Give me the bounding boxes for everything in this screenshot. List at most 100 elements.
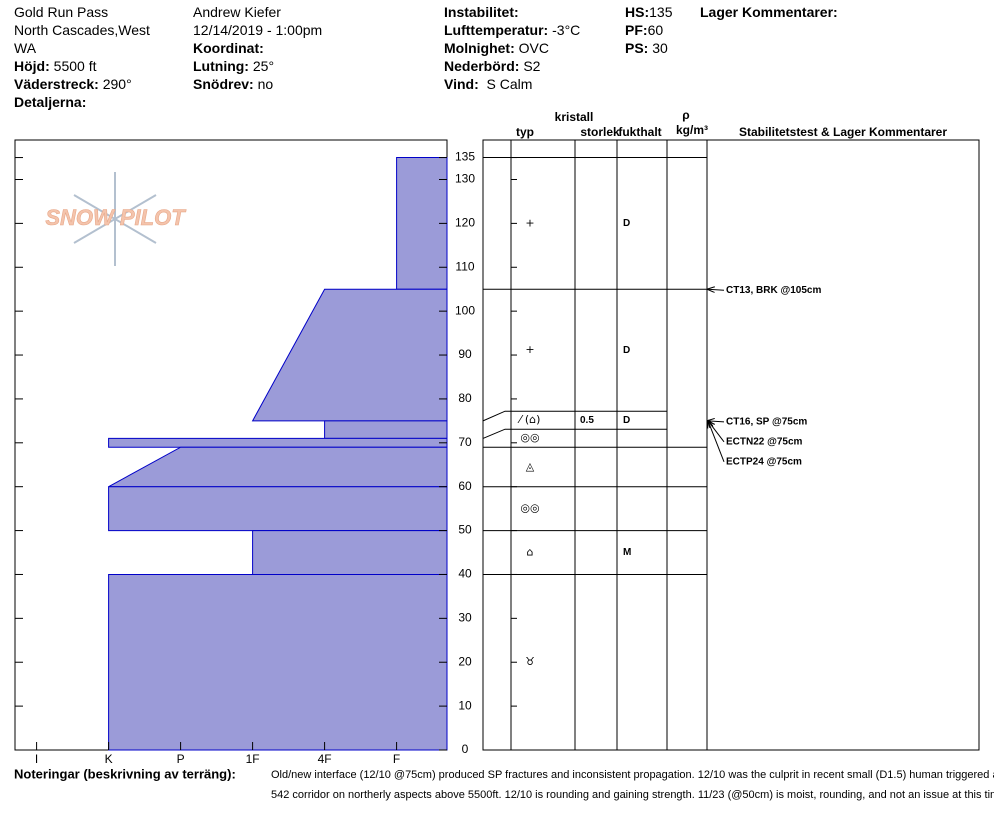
field-label: Vind: — [444, 76, 479, 92]
field-value: 30 — [652, 40, 668, 56]
field-value: 290° — [102, 76, 132, 92]
col-header: typ — [516, 125, 534, 139]
field: Koordinat: — [193, 39, 264, 57]
field-label: Koordinat: — [193, 40, 264, 56]
col-header: kg/m³ — [676, 123, 708, 137]
grain-type: ♉ — [525, 655, 535, 668]
field-label: Instabilitet: — [444, 4, 519, 20]
notes-line: Old/new interface (12/10 @75cm) produced… — [271, 769, 994, 781]
hardness-layer — [251, 288, 448, 422]
col-header: storlek — [580, 125, 620, 139]
x-tick-label: 4F — [318, 752, 332, 766]
y-tick-label: 110 — [455, 259, 474, 273]
hardness-layer — [108, 437, 448, 448]
observer: Andrew Kiefer — [193, 4, 281, 20]
hardness-layer — [252, 530, 448, 575]
field-value: 135 — [649, 4, 673, 20]
y-tick-label: 130 — [455, 172, 475, 186]
y-tick-label: 80 — [458, 391, 472, 405]
field: Snödrev: no — [193, 75, 273, 93]
y-tick-label: 90 — [458, 347, 472, 361]
y-tick-label: 60 — [458, 479, 472, 493]
moisture: D — [623, 345, 630, 356]
layer-comments-label: Lager Kommentarer: — [700, 4, 838, 20]
field-value: OVC — [518, 40, 549, 56]
field-label: Molnighet: — [444, 40, 515, 56]
test-label: CT16, SP @75cm — [726, 417, 807, 428]
y-tick-label: 135 — [455, 150, 475, 164]
field-value: S Calm — [486, 76, 533, 92]
table-columns — [510, 140, 708, 750]
field-label: Detaljerna: — [14, 94, 87, 110]
field: Lutning: 25° — [193, 57, 274, 75]
grain-type: + — [525, 216, 534, 229]
field-label: Lutning: — [193, 58, 249, 74]
field: Väderstreck: 290° — [14, 75, 132, 93]
field-label: Nederbörd: — [444, 58, 520, 74]
test-label: ECTP24 @75cm — [726, 457, 802, 468]
x-tick-label: K — [105, 752, 113, 766]
y-tick-label: 50 — [458, 523, 472, 537]
field-label: Höjd: — [14, 58, 50, 74]
test-arrow — [708, 289, 725, 290]
y-tick-label: 100 — [455, 303, 475, 317]
test-label: CT13, BRK @105cm — [726, 285, 821, 296]
test-label: ECTN22 @75cm — [726, 437, 803, 448]
grain-type: + — [525, 343, 534, 356]
field-label: PS: — [625, 40, 649, 56]
logo-text: SNOW PILOT — [45, 205, 186, 230]
field: Nederbörd: S2 — [444, 57, 540, 75]
layer-boundary — [482, 428, 667, 439]
field: Instabilitet: — [444, 3, 519, 21]
field: Höjd: 5500 ft — [14, 57, 96, 75]
hardness-layer — [108, 446, 448, 488]
layer-boundary — [482, 410, 667, 422]
hardness-layer — [324, 420, 448, 439]
col-header: fukthalt — [618, 125, 661, 139]
col-header: ρ — [682, 108, 689, 122]
field-value: 5500 ft — [53, 58, 97, 74]
grain-type: ◎◎ — [520, 502, 539, 515]
x-tick-label: P — [177, 752, 185, 766]
field: HS:135 — [625, 3, 672, 21]
region: North Cascades,West WA — [14, 22, 150, 56]
field-label: Snödrev: — [193, 76, 254, 92]
datetime: 12/14/2019 - 1:00pm — [193, 22, 323, 38]
field: Molnighet: OVC — [444, 39, 549, 57]
grain-type: ◬ — [526, 460, 535, 473]
test-arrow — [708, 421, 725, 463]
field-value: no — [257, 76, 274, 92]
col-header: kristall — [555, 110, 594, 124]
grain-type: ⌂ — [527, 546, 534, 559]
moisture: M — [623, 547, 631, 558]
field-label: HS: — [625, 4, 650, 20]
x-tick-label: 1F — [246, 752, 260, 766]
grain-type: ◎◎ — [520, 431, 539, 444]
y-tick-label: 0 — [462, 742, 469, 756]
field: PF:60 — [625, 21, 663, 39]
y-tick-label: 20 — [458, 654, 472, 668]
x-tick-label: I — [35, 752, 38, 766]
test-arrow — [708, 421, 725, 422]
field-value: S2 — [523, 58, 541, 74]
field: Detaljerna: — [14, 93, 86, 111]
y-tick-label: 30 — [458, 611, 472, 625]
layer-table-frame — [482, 139, 980, 751]
notes-line: 542 corridor on northerly aspects above … — [271, 789, 994, 801]
field: Lufttemperatur: -3°C — [444, 21, 580, 39]
location: Gold Run Pass — [14, 4, 109, 20]
grain-type: ⁄ (⌂) — [517, 413, 541, 426]
field: PS: 30 — [625, 39, 668, 57]
hardness-layer — [108, 573, 448, 751]
field-label: Lufttemperatur: — [444, 22, 549, 38]
hardness-layer — [108, 486, 448, 532]
field-label: PF: — [625, 22, 648, 38]
logo-line — [73, 194, 157, 244]
field-label: Väderstreck: — [14, 76, 99, 92]
y-tick-label: 70 — [458, 435, 472, 449]
logo — [73, 172, 157, 266]
x-tick-label: F — [393, 752, 400, 766]
col-header: Stabilitetstest & Lager Kommentarer — [739, 125, 947, 139]
grain-size: 0.5 — [580, 415, 594, 426]
